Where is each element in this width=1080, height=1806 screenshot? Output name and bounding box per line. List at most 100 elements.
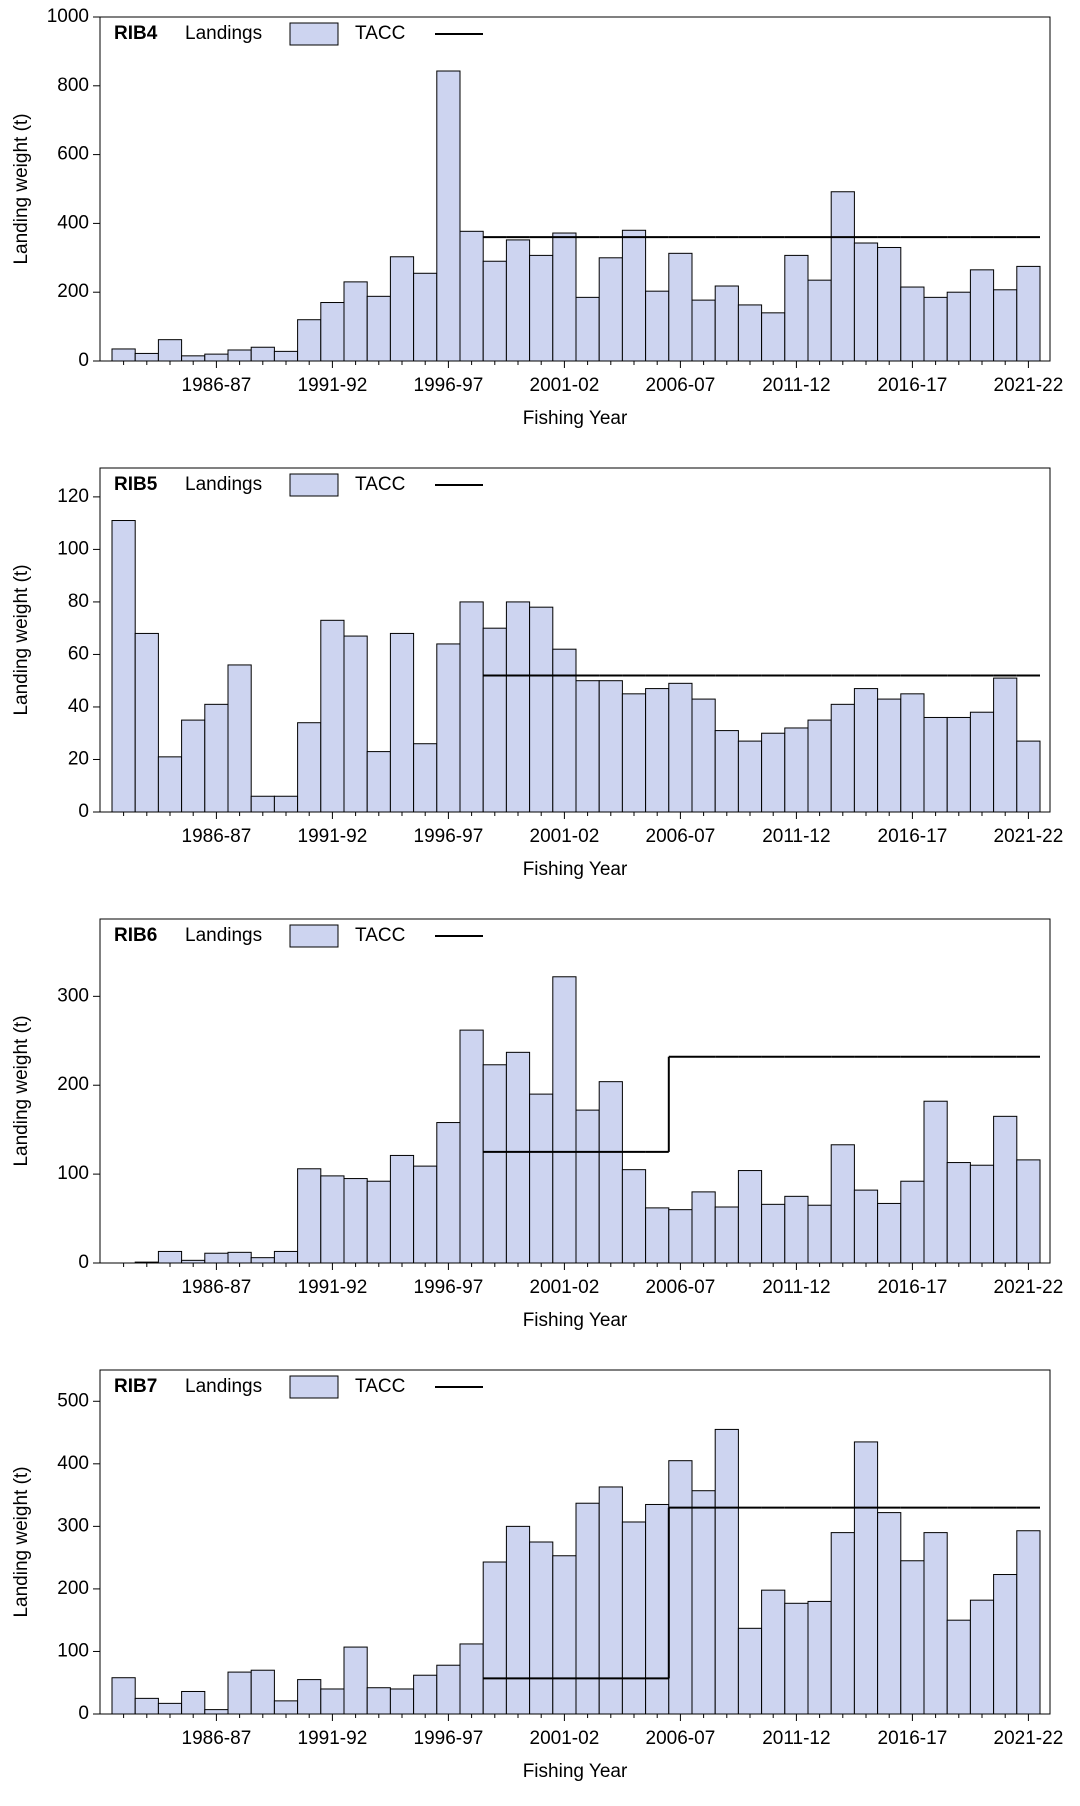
legend-label: TACC [355,474,405,495]
bar [946,291,971,362]
bar [413,1165,438,1264]
y-tick-label: 100 [57,538,89,559]
x-tick-label: 2011-12 [762,826,830,847]
bar [157,1702,183,1715]
bar [737,1170,763,1264]
legend-label: Landings [185,474,262,495]
y-axis-label: Landing weight (t) [11,564,32,715]
bar [227,349,252,362]
chart-panel: 0 100 200 300 1986-87 1991-92 1996-97 2001-02 20… [11,918,1064,1331]
bar [204,703,229,813]
bar [737,740,763,813]
bar [181,355,206,362]
bar [900,693,925,813]
bar [181,1259,206,1264]
x-tick-label: 2001-02 [530,375,600,396]
bar [761,312,786,362]
bar [993,677,1018,813]
bar [621,1169,647,1264]
x-tick-label: 1986-87 [182,1277,252,1298]
bar [830,1144,855,1264]
bar [413,1674,438,1715]
x-tick-label: 2016-17 [878,375,948,396]
y-tick-label: 100 [57,1163,89,1184]
x-tick-label: 2021-22 [994,1728,1064,1749]
bar [993,289,1018,362]
bar [459,601,484,813]
y-tick-label: 300 [57,1515,89,1536]
chart-title: RIB7 [114,1376,157,1397]
bar [273,350,299,362]
bar [969,1599,995,1715]
x-tick-label: 1991-92 [298,375,368,396]
bar [923,1100,948,1264]
x-tick-label: 2006-07 [646,1728,716,1749]
bar [389,1154,415,1264]
bar [343,635,368,813]
bar [250,1257,275,1264]
bar [134,1261,159,1264]
bar [969,1164,995,1264]
bar [273,1700,299,1715]
bar [181,1690,206,1715]
bar [621,693,647,813]
bar [482,260,507,362]
bar [830,191,855,362]
bar [668,682,693,813]
bar [621,1521,647,1715]
bar [181,719,206,813]
x-tick-label: 2016-17 [878,826,948,847]
bar [1016,1159,1041,1264]
bar [807,1600,832,1715]
bar [552,648,577,813]
bar [273,795,299,813]
y-tick-label: 800 [57,75,89,96]
y-tick-label: 200 [57,1578,89,1599]
bar [946,1162,971,1264]
bar [250,1669,275,1715]
bar [389,1688,415,1715]
legend-label: TACC [355,1376,405,1397]
bar [830,1532,855,1715]
bar [714,285,739,362]
bar [900,1180,925,1264]
x-tick-label: 2021-22 [994,1277,1064,1298]
bar [761,1589,786,1715]
bar [389,632,415,813]
x-axis-label: Fishing Year [523,1310,628,1331]
bar [1016,1530,1041,1715]
chart-title: RIB6 [114,925,157,946]
bar [413,272,438,362]
chart-panel: 0 100 200 300 400 500 1986-87 1991-92 1996-97 200… [11,1369,1064,1782]
y-tick-label: 0 [78,1703,89,1724]
y-tick-label: 1000 [47,6,89,27]
bar [157,756,183,813]
legend-swatch [289,22,339,46]
bar [1016,265,1041,362]
x-tick-label: 1996-97 [414,1277,484,1298]
bar [366,295,391,362]
legend-swatch [289,1375,339,1399]
chart-panel: 0 20 40 60 80 100 120 1986-87 1991-92 1996-97 2001… [11,467,1063,880]
bar [529,606,554,813]
bar [784,727,809,813]
legend-swatch [289,473,339,497]
bar [668,252,693,362]
bar [459,1643,484,1715]
y-tick-label: 0 [78,350,89,371]
bar [853,1441,879,1715]
y-axis-label: Landing weight (t) [11,1466,32,1617]
bar [877,1512,902,1715]
bar [134,1697,159,1715]
bar [714,1206,739,1264]
bar [853,1189,879,1264]
y-tick-label: 80 [68,591,89,612]
bar [459,230,484,362]
bar [320,1688,345,1715]
bar [343,1178,368,1264]
bar [807,1204,832,1264]
bar [366,1180,391,1264]
x-tick-label: 2001-02 [530,1728,600,1749]
x-tick-label: 2011-12 [762,1728,830,1749]
bar [297,1168,322,1264]
